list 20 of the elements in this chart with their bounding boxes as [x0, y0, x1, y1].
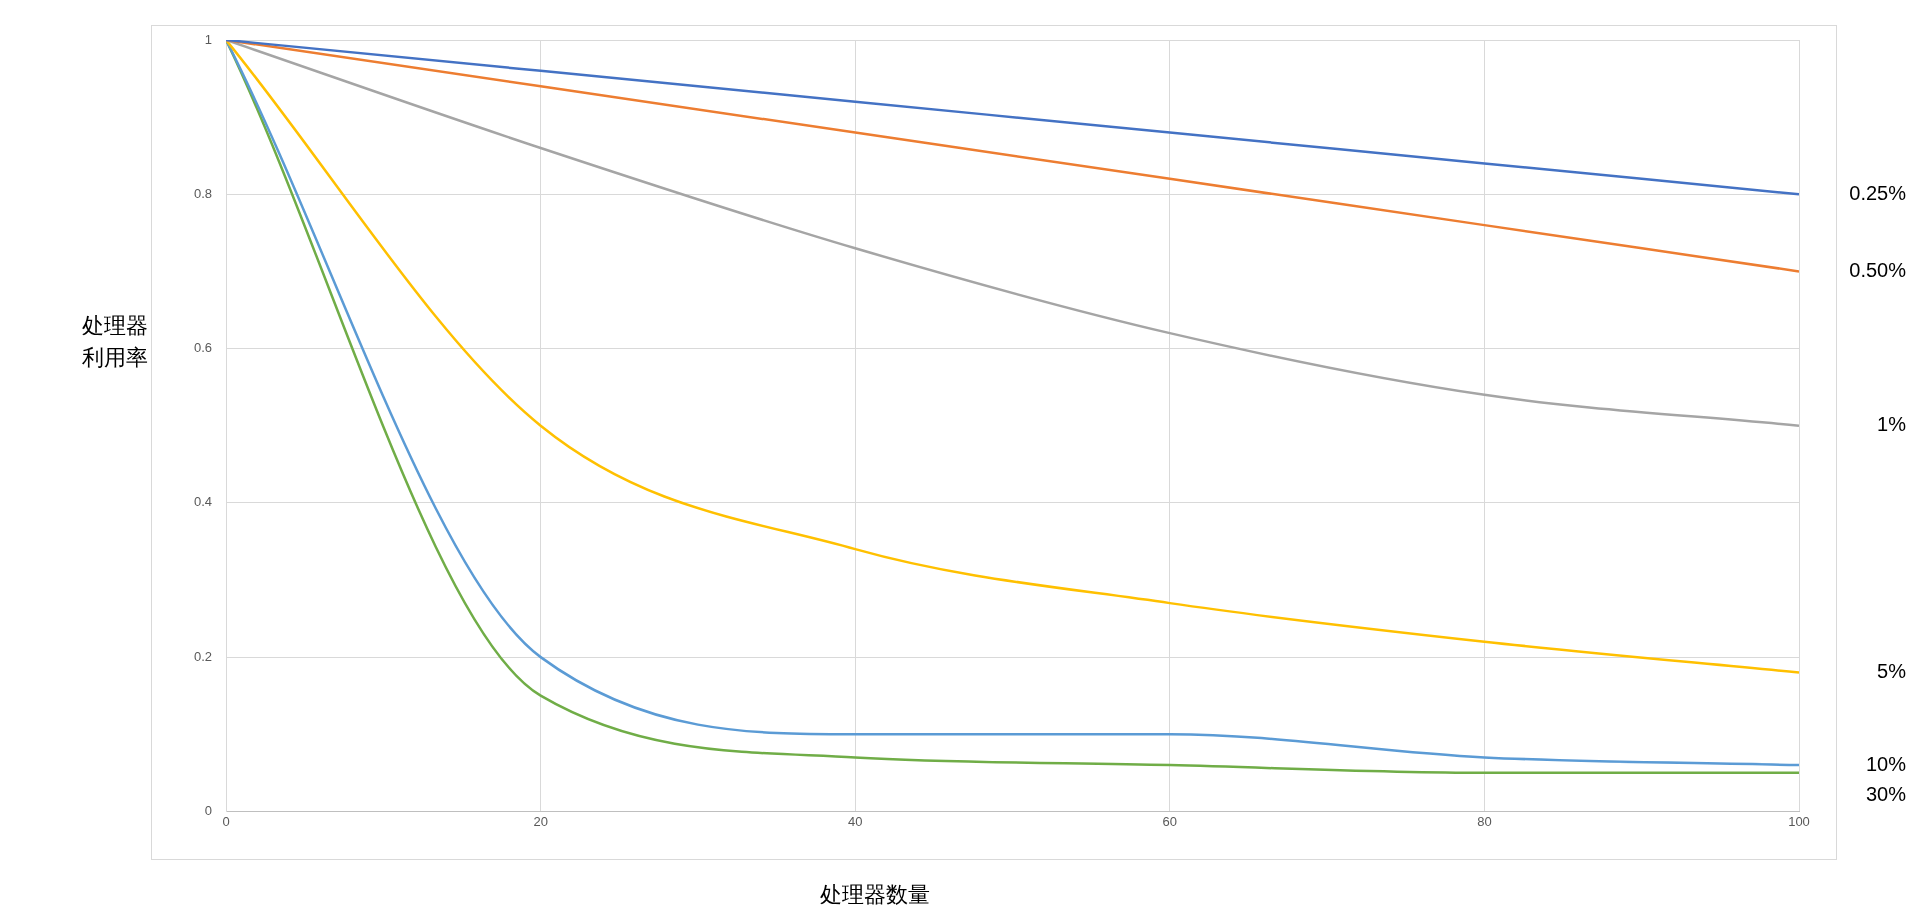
y-tick-label: 0: [204, 802, 213, 818]
x-tick-label: 20: [533, 813, 548, 829]
y-tick-label: 0.6: [193, 340, 213, 356]
x-tick-label: 100: [1788, 813, 1810, 829]
text: 0.25%: [1849, 181, 1907, 204]
x-tick-label: 60: [1162, 813, 1178, 829]
x-tick-label: 80: [1477, 813, 1492, 829]
text: 30%: [1865, 782, 1907, 805]
x-axis-title: 处理器数量: [819, 881, 931, 909]
y-tick-label: 0.8: [193, 185, 213, 201]
y-tick-label: 1: [204, 31, 213, 47]
x-tick-label: 40: [848, 813, 863, 829]
text: 0.50%: [1849, 258, 1907, 281]
text: 1%: [1877, 413, 1907, 436]
y-tick-label: 0.4: [193, 494, 213, 510]
text: 5%: [1877, 660, 1907, 683]
y-axis-title: 处理器利用率: [82, 312, 149, 372]
x-tick-label: 0: [222, 813, 230, 829]
text: 10%: [1865, 752, 1907, 775]
y-tick-label: 0.2: [193, 648, 213, 664]
